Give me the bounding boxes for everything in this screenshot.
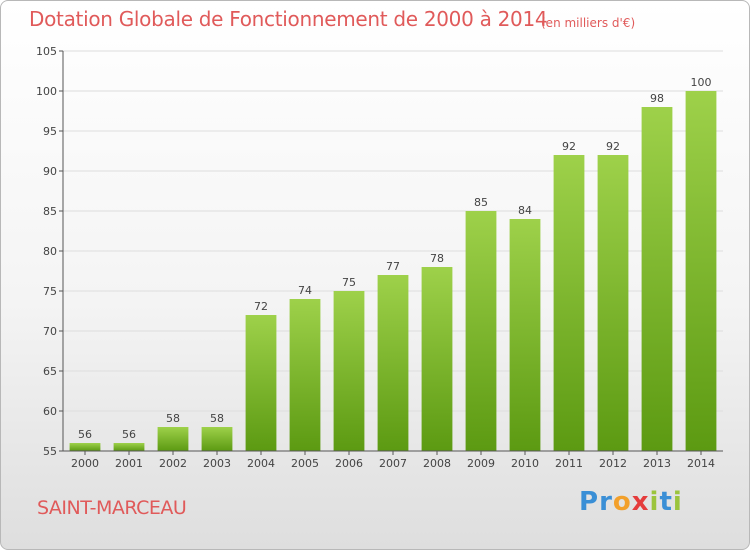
x-tick-label: 2013 — [643, 457, 671, 470]
x-tick-label: 2011 — [555, 457, 583, 470]
bar-value-label: 100 — [691, 76, 712, 89]
bar-value-label: 74 — [298, 284, 312, 297]
y-tick-label: 55 — [43, 445, 57, 458]
x-tick-label: 2007 — [379, 457, 407, 470]
x-tick-label: 2012 — [599, 457, 627, 470]
bar — [421, 267, 453, 451]
bar-value-label: 56 — [122, 428, 136, 441]
x-tick-label: 2005 — [291, 457, 319, 470]
x-tick-label: 2004 — [247, 457, 275, 470]
bar-value-label: 98 — [650, 92, 664, 105]
bar-value-label: 84 — [518, 204, 532, 217]
y-tick-label: 100 — [36, 85, 57, 98]
x-tick-label: 2006 — [335, 457, 363, 470]
bar-value-label: 77 — [386, 260, 400, 273]
bar — [377, 275, 409, 451]
bar-value-label: 92 — [606, 140, 620, 153]
x-tick-label: 2003 — [203, 457, 231, 470]
bar — [69, 443, 101, 451]
bar — [289, 299, 321, 451]
logo-letter: r — [599, 487, 613, 517]
commune-name: SAINT-MARCEAU — [37, 497, 187, 519]
bar — [465, 211, 497, 451]
logo-letter: i — [672, 487, 683, 517]
x-tick-label: 2001 — [115, 457, 143, 470]
bar — [245, 315, 277, 451]
bar — [113, 443, 145, 451]
logo-letter: o — [612, 487, 632, 517]
x-tick-label: 2008 — [423, 457, 451, 470]
y-tick-label: 75 — [43, 285, 57, 298]
y-tick-label: 60 — [43, 405, 57, 418]
bar-value-label: 58 — [166, 412, 180, 425]
y-tick-label: 95 — [43, 125, 57, 138]
y-tick-label: 105 — [36, 45, 57, 58]
bar — [509, 219, 541, 451]
bar-value-label: 78 — [430, 252, 444, 265]
bar-value-label: 75 — [342, 276, 356, 289]
bar-value-label: 72 — [254, 300, 268, 313]
logo-letter: x — [631, 487, 650, 517]
y-tick-label: 70 — [43, 325, 57, 338]
logo-letter: i — [649, 487, 660, 517]
bar-value-label: 58 — [210, 412, 224, 425]
chart-title: Dotation Globale de Fonctionnement de 20… — [29, 7, 548, 31]
bar-value-label: 85 — [474, 196, 488, 209]
y-tick-label: 85 — [43, 205, 57, 218]
y-tick-label: 80 — [43, 245, 57, 258]
bar-value-label: 92 — [562, 140, 576, 153]
bar — [685, 91, 717, 451]
x-tick-label: 2002 — [159, 457, 187, 470]
x-tick-label: 2014 — [687, 457, 715, 470]
y-tick-label: 65 — [43, 365, 57, 378]
bar — [553, 155, 585, 451]
bar — [597, 155, 629, 451]
bar — [333, 291, 365, 451]
y-tick-label: 90 — [43, 165, 57, 178]
bar — [157, 427, 189, 451]
logo-letter: P — [579, 487, 600, 517]
proxiti-logo: Proxiti — [579, 487, 683, 517]
x-tick-label: 2009 — [467, 457, 495, 470]
chart-subtitle: (en milliers d'€) — [541, 16, 636, 30]
bar — [201, 427, 233, 451]
x-tick-label: 2010 — [511, 457, 539, 470]
bar-value-label: 56 — [78, 428, 92, 441]
x-tick-label: 2000 — [71, 457, 99, 470]
bar — [641, 107, 673, 451]
logo-letter: t — [659, 487, 673, 517]
